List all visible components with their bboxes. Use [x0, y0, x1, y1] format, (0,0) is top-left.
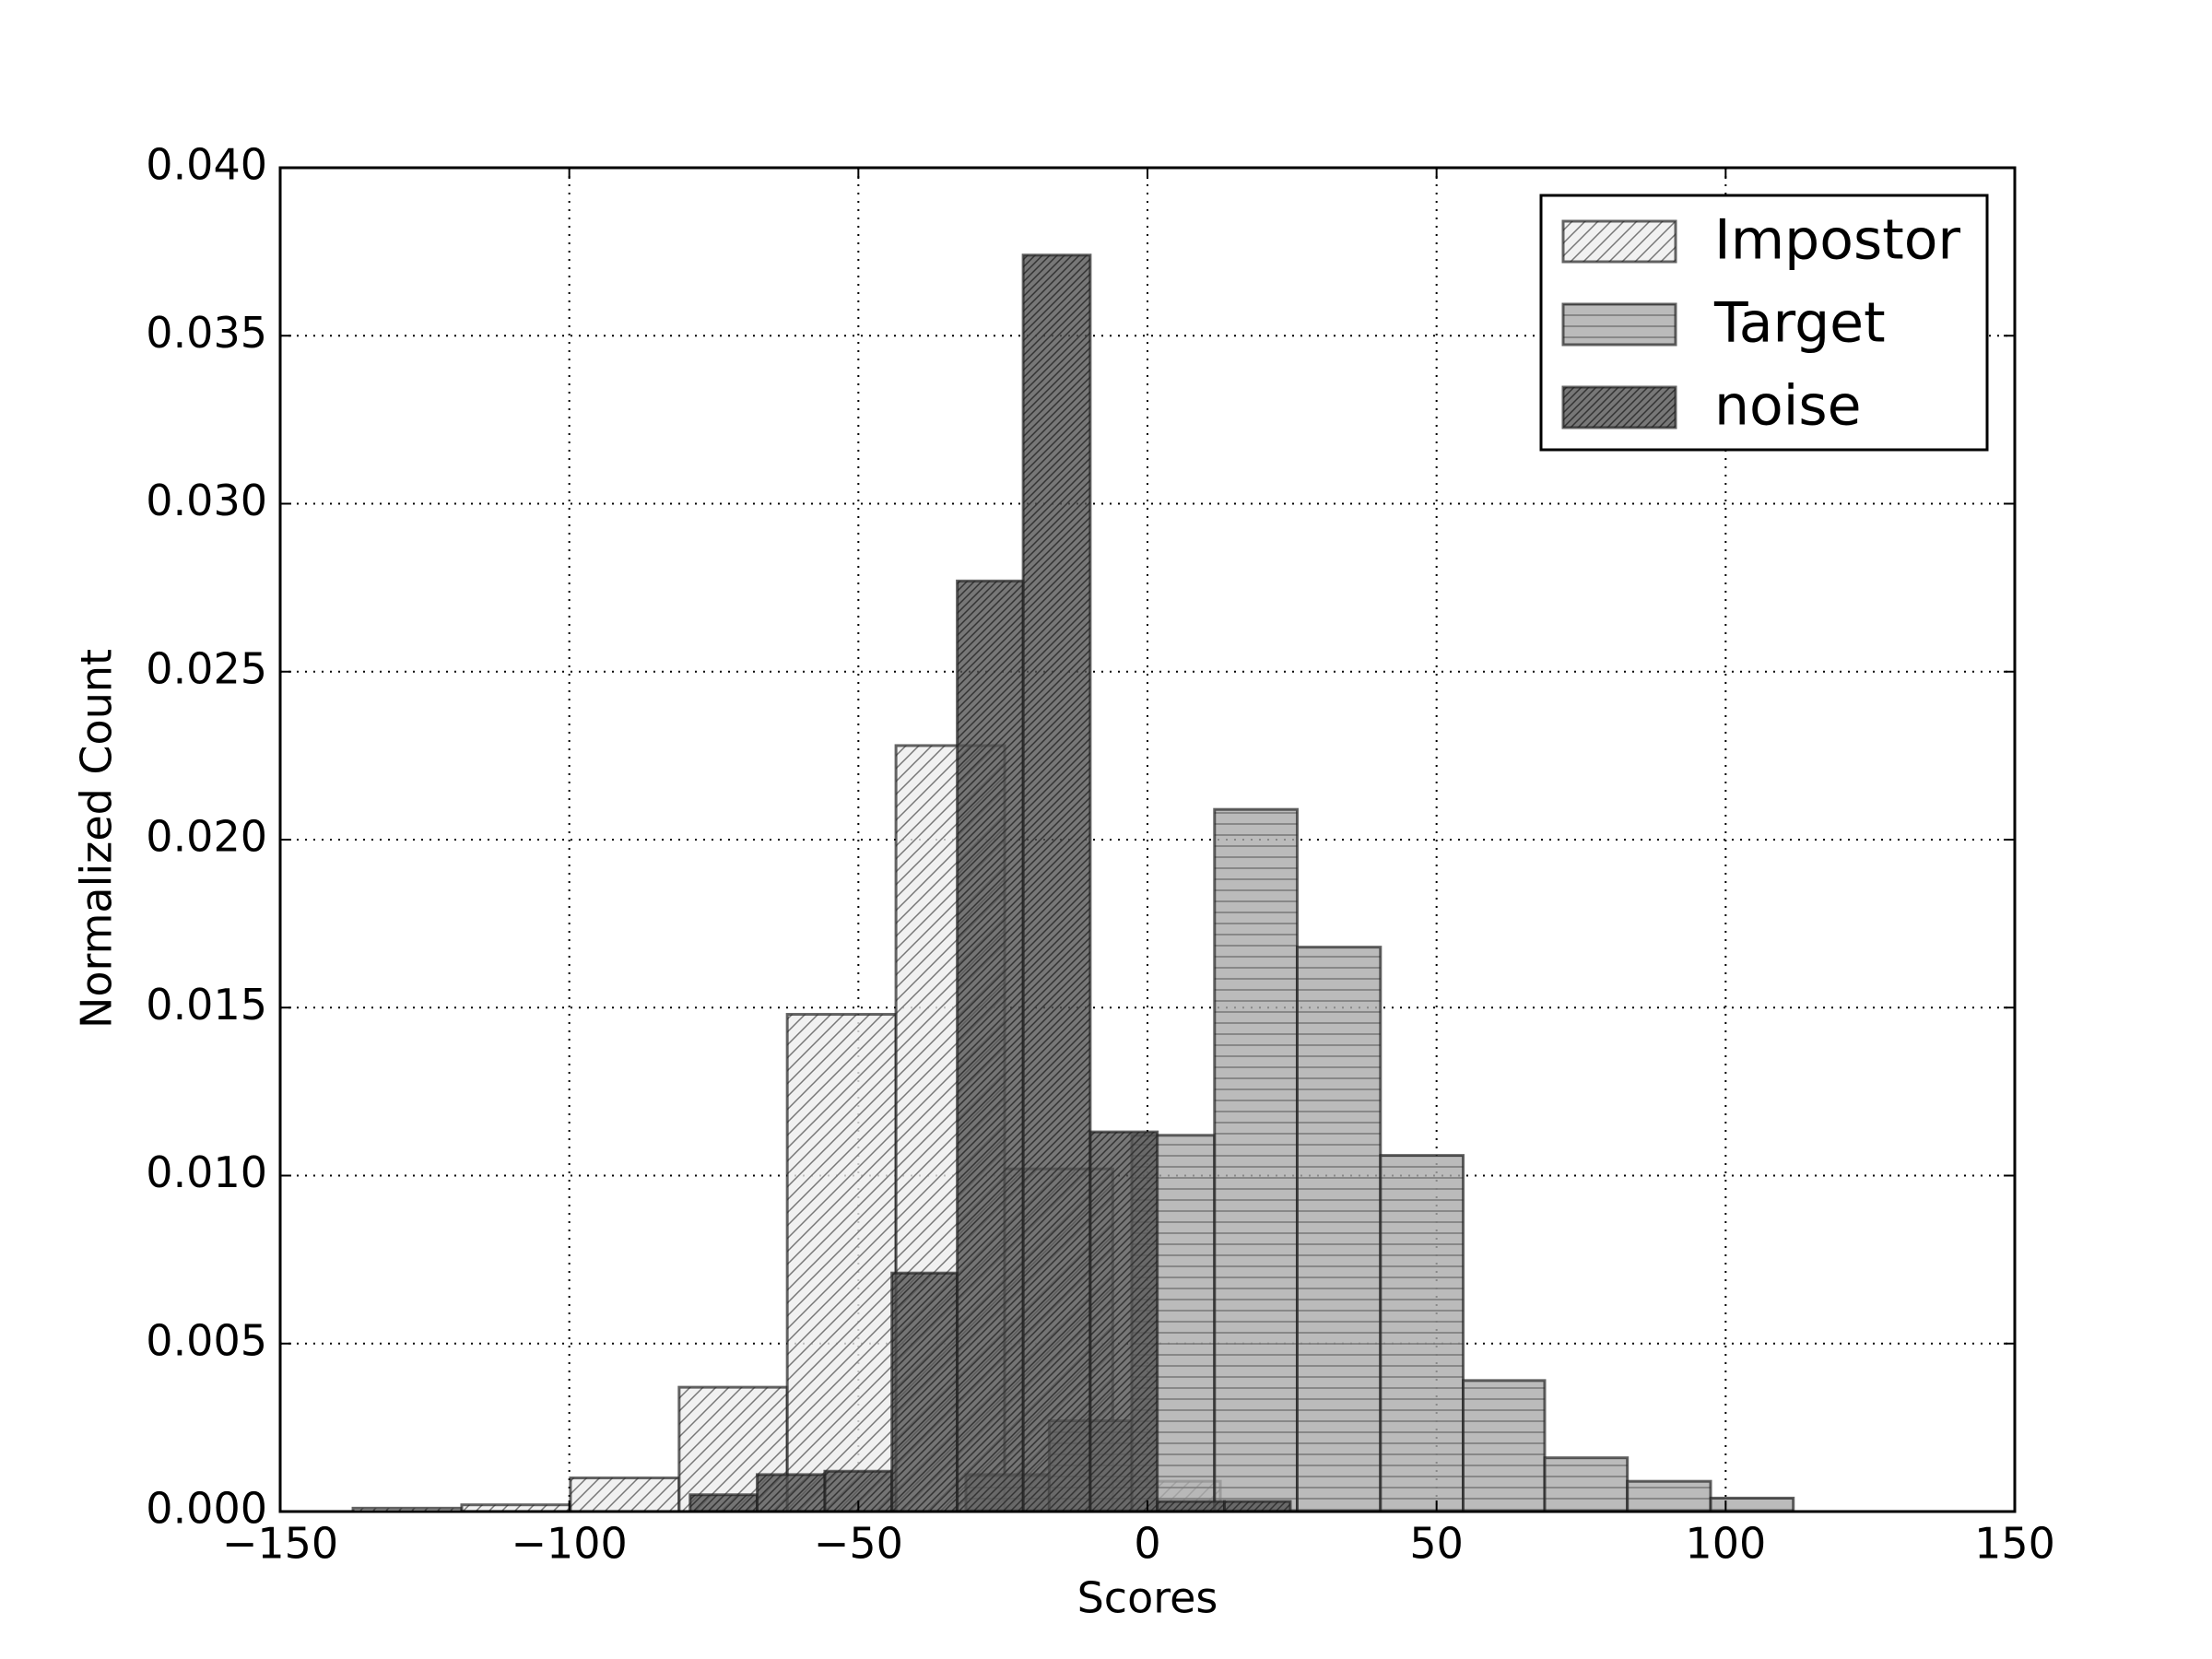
y-tick-label: 0.000 — [146, 1484, 267, 1534]
legend-label: Impostor — [1714, 208, 1960, 273]
x-tick-label: 150 — [1974, 1519, 2055, 1569]
x-tick-label: 0 — [1134, 1519, 1160, 1569]
y-tick-label: 0.025 — [146, 643, 267, 693]
bar-hatch — [1222, 1500, 1292, 1513]
y-tick-label: 0.005 — [146, 1315, 267, 1365]
y-tick-label: 0.035 — [146, 308, 267, 358]
bar-hatch — [1626, 1479, 1712, 1513]
x-axis-label: Scores — [1077, 1573, 1218, 1623]
legend: Impostor Target noise — [1539, 194, 1989, 452]
bar-hatch — [688, 1493, 759, 1513]
legend-swatch-hatch — [1561, 385, 1677, 429]
bar-hatch — [1379, 1154, 1465, 1513]
bar-hatch — [756, 1473, 827, 1513]
x-tick-label: 100 — [1685, 1519, 1766, 1569]
x-tick-label: −50 — [814, 1519, 903, 1569]
x-tick-label: −100 — [511, 1519, 627, 1569]
y-tick-label: 0.020 — [146, 812, 267, 862]
legend-label: Target — [1713, 291, 1886, 356]
legend-swatch-hatch — [1561, 219, 1677, 264]
bar-hatch — [890, 1271, 959, 1513]
bar-hatch — [1088, 1130, 1159, 1513]
bar-hatch — [956, 579, 1025, 1513]
y-tick-label: 0.010 — [146, 1147, 267, 1197]
x-tick-label: −150 — [222, 1519, 338, 1569]
y-tick-label: 0.030 — [146, 476, 267, 525]
bar-hatch — [1709, 1496, 1795, 1513]
bar-hatch — [1295, 946, 1382, 1513]
bar-hatch — [1543, 1456, 1630, 1513]
legend-label: noise — [1714, 374, 1862, 439]
bar-hatch — [1213, 807, 1299, 1513]
y-tick-label: 0.015 — [146, 980, 267, 1030]
legend-swatch-hatch — [1561, 302, 1677, 347]
bar-hatch — [1021, 253, 1092, 1513]
bar-hatch — [1462, 1379, 1547, 1513]
y-axis-label: Normalized Count — [72, 649, 122, 1029]
bar-hatch — [785, 1013, 898, 1513]
y-tick-label: 0.040 — [146, 140, 267, 190]
x-tick-label: 50 — [1409, 1519, 1464, 1569]
bar-hatch — [1156, 1500, 1226, 1513]
bar-hatch — [569, 1477, 681, 1513]
